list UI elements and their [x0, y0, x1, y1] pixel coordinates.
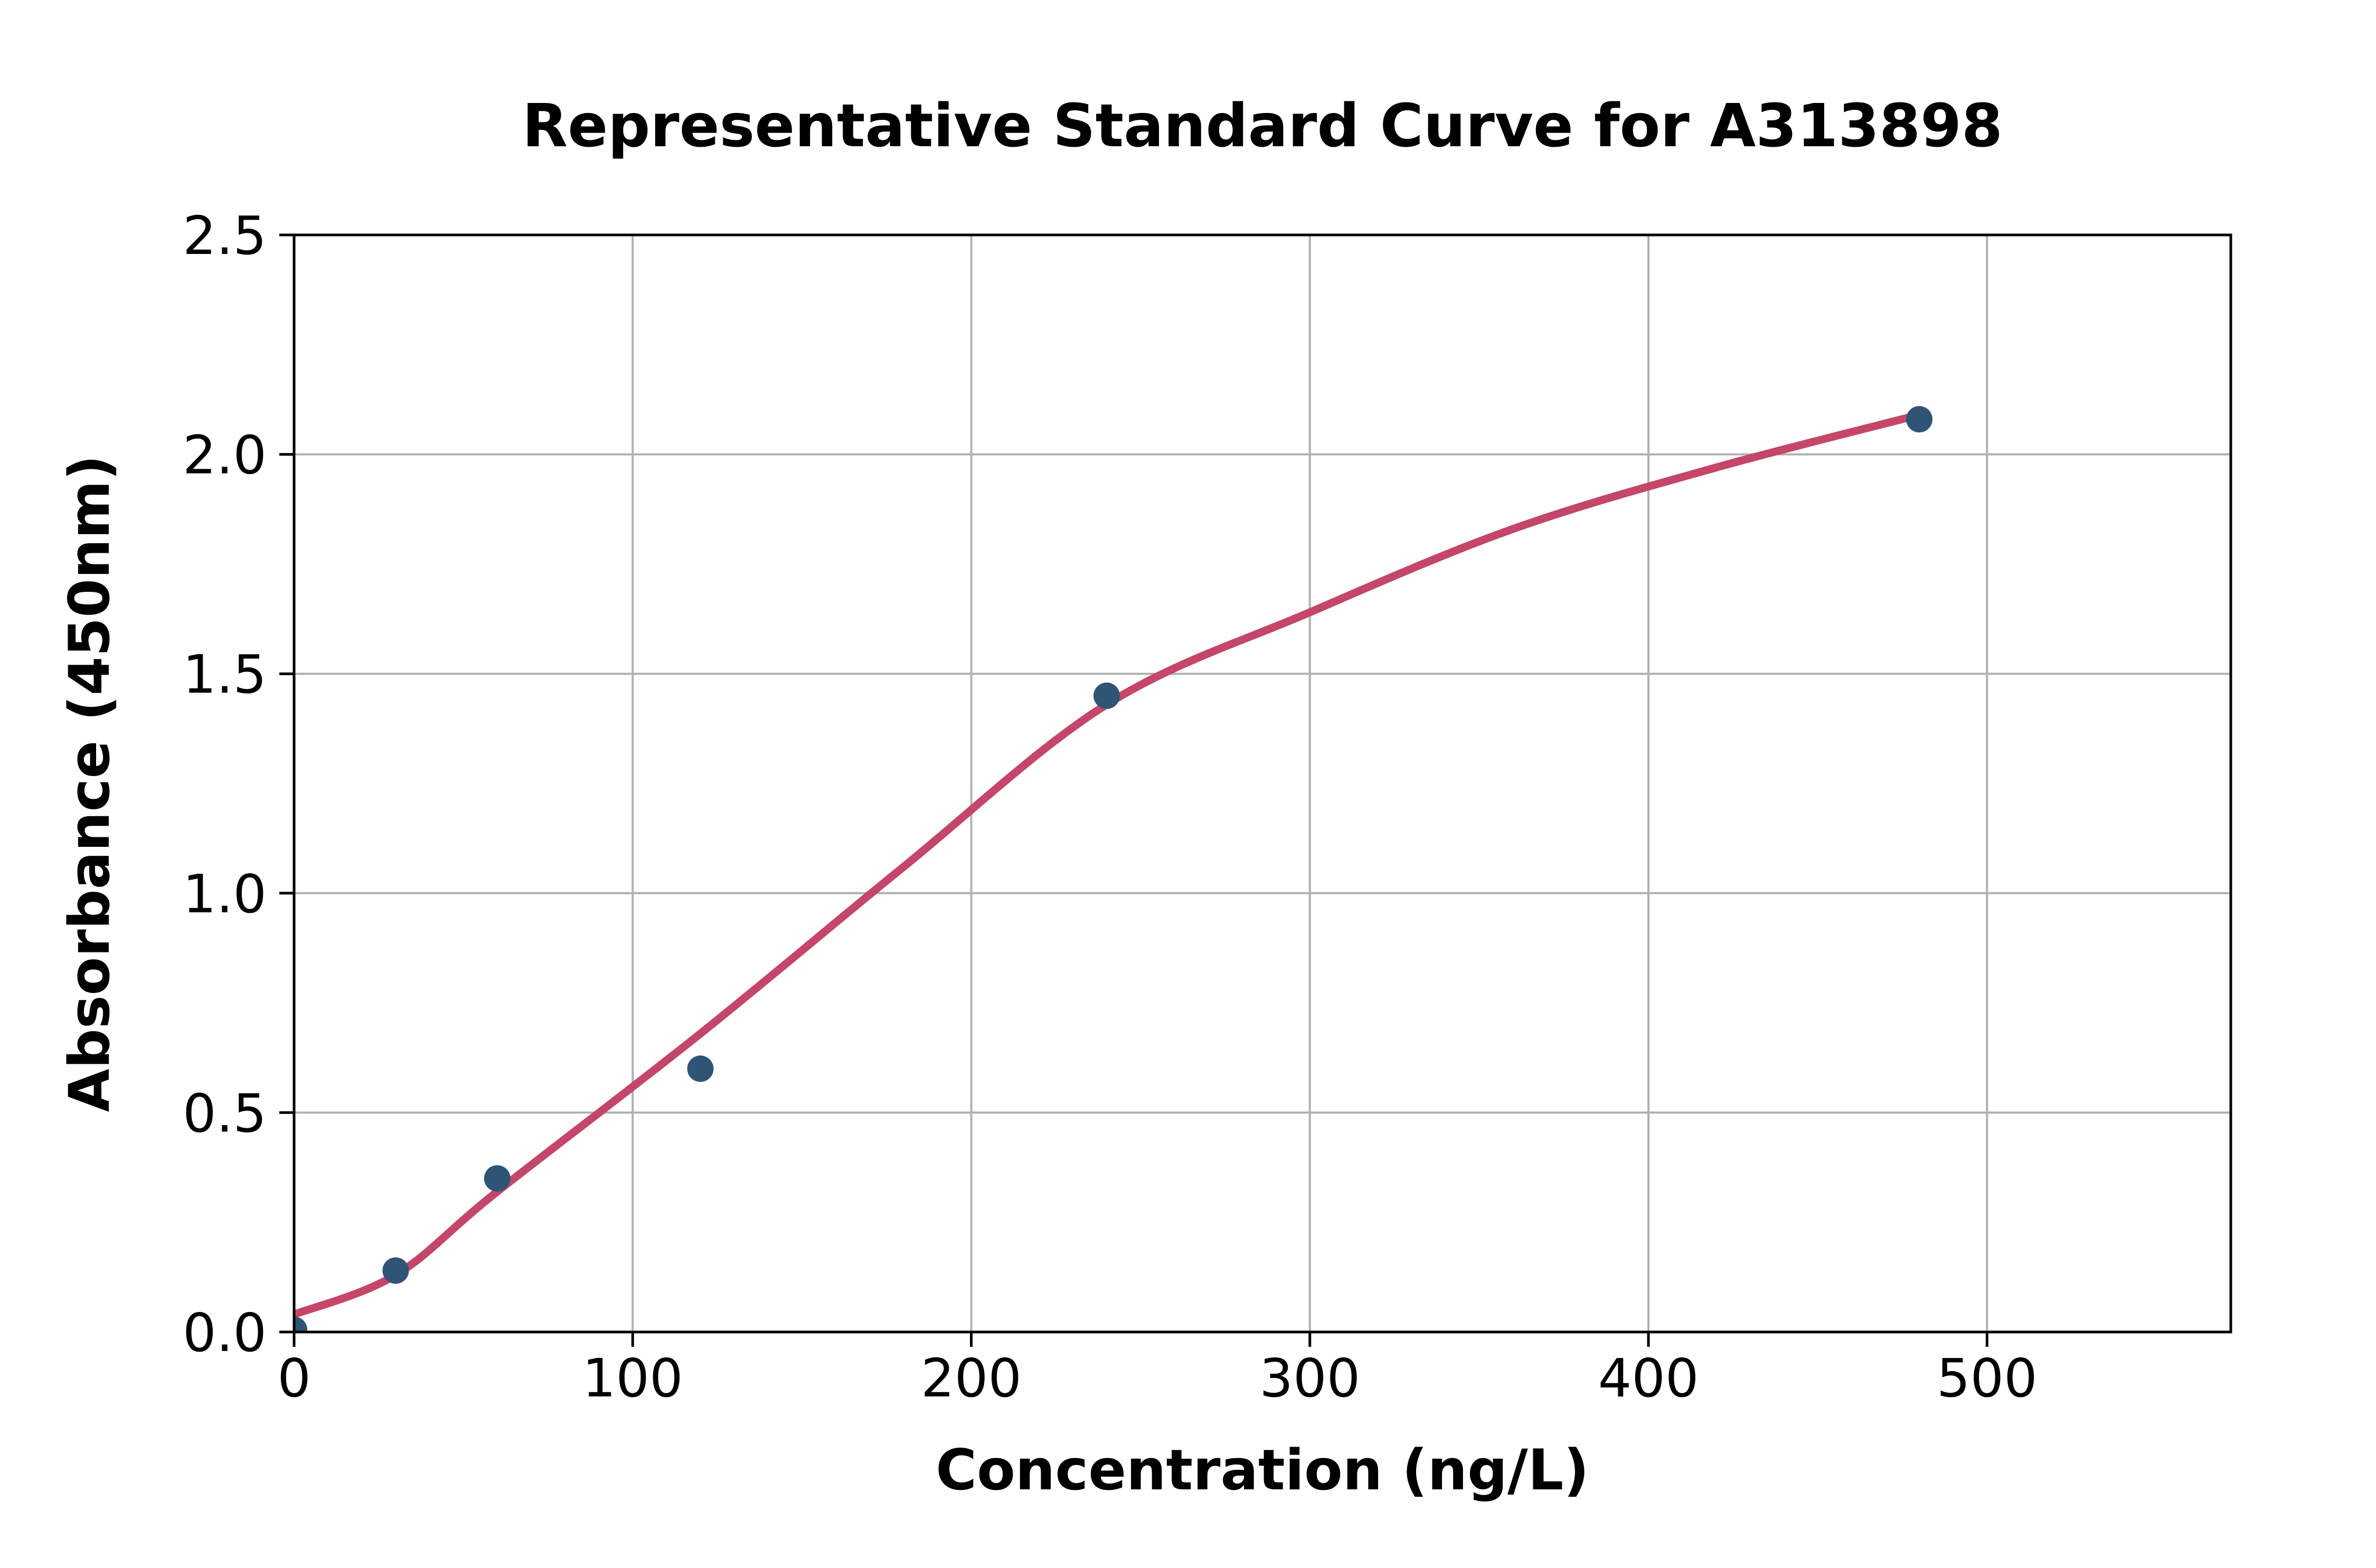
y-tick-label: 1.0: [183, 863, 267, 925]
x-tick-label: 200: [921, 1347, 1022, 1409]
plot-background: [294, 235, 2231, 1332]
y-tick-label: 0.5: [183, 1082, 267, 1144]
data-point-marker: [1906, 406, 1932, 433]
data-point-marker: [1093, 682, 1120, 709]
standard-data-points: [294, 406, 1932, 1332]
x-tick-label: 500: [1937, 1347, 2038, 1409]
x-axis-label: Concentration (ng/L): [936, 1438, 1589, 1503]
data-point-marker: [294, 1316, 307, 1332]
x-tick-label: 0: [277, 1347, 311, 1409]
y-tick-label: 2.0: [183, 424, 267, 486]
data-point-marker: [382, 1257, 409, 1284]
fitted-standard-curve: [294, 411, 1924, 1319]
x-tick-label: 100: [582, 1347, 683, 1409]
x-tick-label: 400: [1598, 1347, 1699, 1409]
y-tick-label: 1.5: [183, 644, 267, 705]
x-tick-label: 300: [1259, 1347, 1360, 1409]
data-point-marker: [484, 1165, 511, 1192]
y-tick-label: 0.0: [183, 1302, 267, 1364]
data-point-marker: [687, 1055, 714, 1082]
y-axis-label: Absorbance (450nm): [57, 455, 122, 1112]
y-tick-label: 2.5: [183, 205, 267, 267]
axes-frame: [293, 233, 2232, 1334]
chart-title: Representative Standard Curve for A31389…: [522, 92, 2003, 160]
